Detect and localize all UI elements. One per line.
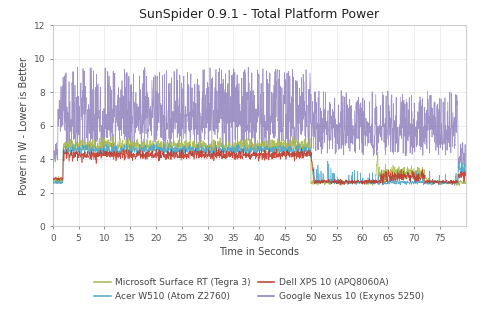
- Title: SunSpider 0.9.1 - Total Platform Power: SunSpider 0.9.1 - Total Platform Power: [139, 8, 379, 21]
- Y-axis label: Power in W - Lower is Better: Power in W - Lower is Better: [20, 57, 29, 195]
- X-axis label: Time in Seconds: Time in Seconds: [219, 247, 299, 257]
- Legend: Microsoft Surface RT (Tegra 3), Acer W510 (Atom Z2760), Dell XPS 10 (APQ8060A), : Microsoft Surface RT (Tegra 3), Acer W51…: [91, 275, 428, 305]
